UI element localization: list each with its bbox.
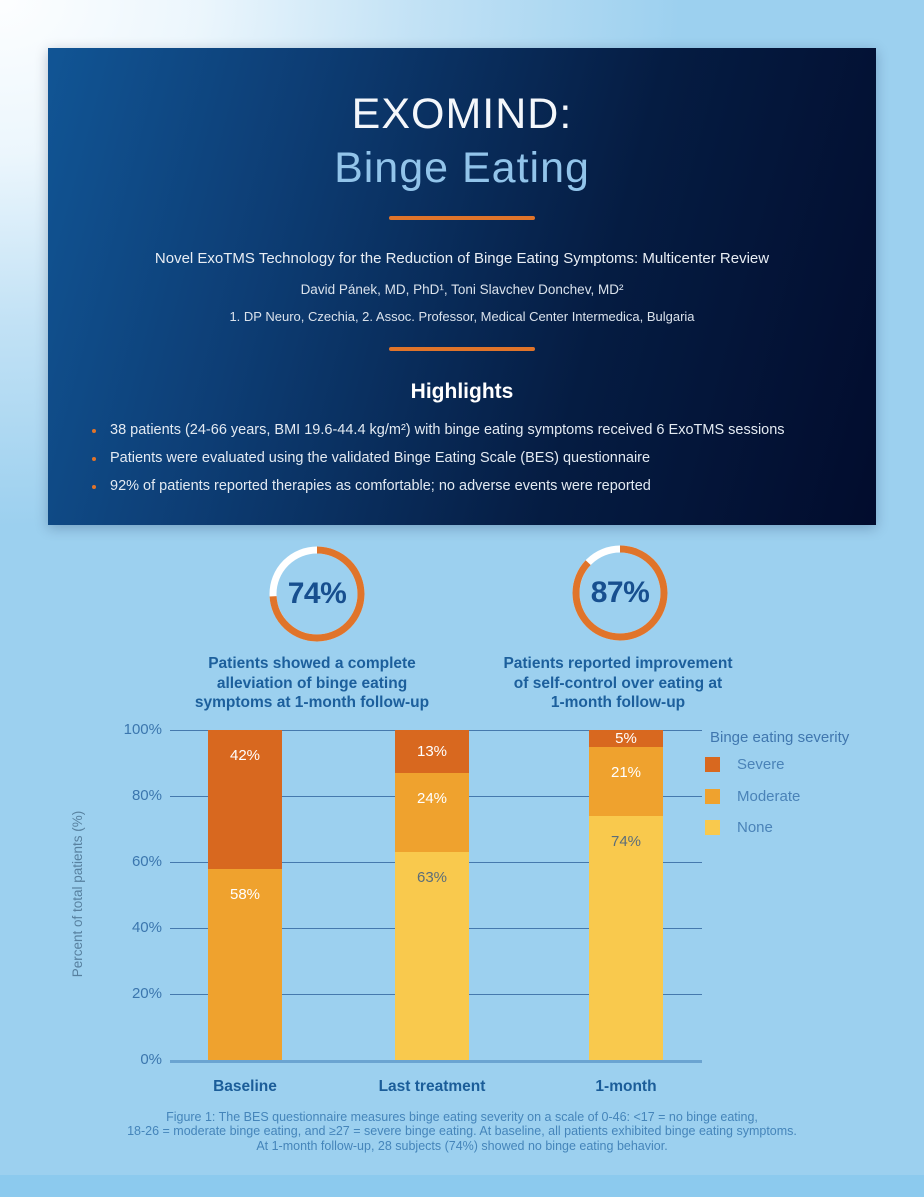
y-tick-label: 60% xyxy=(131,853,162,870)
legend-label-severe: Severe xyxy=(737,756,785,773)
bar-baseline: 42% 58% xyxy=(208,730,282,1060)
bullet-dot-icon xyxy=(92,457,96,461)
x-category-label: 1-month xyxy=(595,1078,657,1095)
bar-segment-label: 74% xyxy=(610,832,642,850)
highlights-heading: Highlights xyxy=(410,380,514,403)
stat-ring-self-control: 87% xyxy=(571,544,669,642)
highlight-text: 92% of patients reported therapies as co… xyxy=(110,478,651,494)
title-divider xyxy=(389,216,535,220)
x-category-label: Last treatment xyxy=(378,1078,486,1095)
donut-ring-icon xyxy=(269,546,365,642)
bottom-strip xyxy=(0,1175,924,1197)
stat-value: 87% xyxy=(590,576,650,609)
legend-swatch-moderate xyxy=(705,788,720,804)
poster-title-line1: EXOMIND: xyxy=(351,90,573,138)
bar-segment-moderate: 24% xyxy=(395,772,469,853)
y-tick-label: 100% xyxy=(123,721,162,738)
legend-label-moderate: Moderate xyxy=(737,787,801,805)
legend-swatch-severe xyxy=(705,757,720,772)
header-panel: EXOMIND: Binge Eating Novel ExoTMS Techn… xyxy=(48,48,876,525)
bar-segment-label: 58% xyxy=(229,885,261,903)
bar-segment-severe: 5% xyxy=(589,730,663,747)
authors-line: David Pánek, MD, PhD¹, Toni Slavchev Don… xyxy=(300,282,624,297)
y-tick-label: 80% xyxy=(131,787,162,804)
legend-title: Binge eating severity xyxy=(710,729,850,746)
stat-caption-complete-alleviation: Patients showed a complete alleviation o… xyxy=(194,655,430,711)
donut-ring-icon xyxy=(572,545,668,641)
bullet-dot-icon xyxy=(92,485,96,489)
bar-segment-label: 21% xyxy=(610,763,642,781)
bar-last-treatment: 13% 24% 63% xyxy=(395,730,469,1060)
bar-segment-severe: 42% xyxy=(208,730,282,869)
highlight-text: Patients were evaluated using the valida… xyxy=(110,450,651,466)
stat-value: 74% xyxy=(287,577,347,610)
bar-segment-none: 74% xyxy=(589,815,663,1060)
y-tick-label: 0% xyxy=(140,1051,162,1068)
y-axis-title: Percent of total patients (%) xyxy=(70,810,85,978)
highlight-item: 38 patients (24-66 years, BMI 19.6-44.4 … xyxy=(92,422,852,439)
highlight-text: 38 patients (24-66 years, BMI 19.6-44.4 … xyxy=(110,422,785,438)
x-axis-line xyxy=(170,1060,702,1063)
bar-segment-label: 42% xyxy=(229,747,261,764)
bar-segment-moderate: 58% xyxy=(208,868,282,1060)
bar-segment-label: 63% xyxy=(416,869,448,887)
bar-segment-moderate: 21% xyxy=(589,746,663,816)
highlight-item: 92% of patients reported therapies as co… xyxy=(92,478,852,495)
stat-caption-self-control: Patients reported improvement of self-co… xyxy=(503,655,733,711)
bullet-dot-icon xyxy=(92,429,96,433)
bar-segment-label: 13% xyxy=(416,742,448,760)
bar-segment-severe: 13% xyxy=(395,730,469,773)
x-category-label: Baseline xyxy=(213,1078,277,1095)
legend-label-none: None xyxy=(737,819,773,836)
section-divider xyxy=(389,347,535,351)
affiliations-line: 1. DP Neuro, Czechia, 2. Assoc. Professo… xyxy=(229,309,695,324)
bar-segment-none: 63% xyxy=(395,852,469,1060)
legend-swatch-none xyxy=(705,820,720,835)
y-tick-label: 40% xyxy=(131,919,162,936)
bar-segment-label: 5% xyxy=(615,729,637,747)
poster-title-line2: Binge Eating xyxy=(334,144,590,192)
highlight-item: Patients were evaluated using the valida… xyxy=(92,450,852,467)
poster-subtitle: Novel ExoTMS Technology for the Reductio… xyxy=(154,250,770,267)
y-tick-label: 20% xyxy=(131,985,162,1002)
figure-caption: Figure 1: The BES questionnaire measures… xyxy=(127,1110,797,1153)
highlights-list: 38 patients (24-66 years, BMI 19.6-44.4 … xyxy=(92,422,852,506)
bar-1-month: 5% 21% 74% xyxy=(589,730,663,1060)
stat-ring-complete-alleviation: 74% xyxy=(268,545,366,643)
bar-segment-label: 24% xyxy=(416,789,448,807)
